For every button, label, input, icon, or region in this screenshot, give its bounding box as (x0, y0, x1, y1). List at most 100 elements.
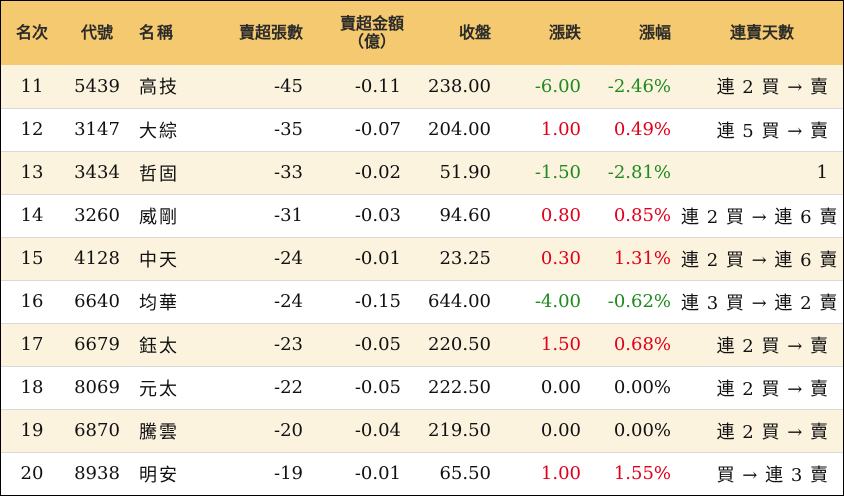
net-sell-lots-cell: -33 (211, 150, 303, 194)
table-row: 11 5439 高技 -45 -0.11 238.00 -6.00 -2.46%… (1, 65, 843, 108)
change-percent-cell: 0.00% (591, 408, 681, 452)
change-percent-cell: 0.00% (591, 365, 681, 409)
stock-name-cell: 大綜 (131, 107, 211, 151)
net-sell-lots-cell: -20 (211, 408, 303, 452)
streak-cell: 買 → 連 3 賣 (681, 451, 843, 495)
net-sell-lots-cell: -31 (211, 193, 303, 237)
price-change-cell: 0.30 (501, 236, 591, 280)
stock-name-cell: 明安 (131, 451, 211, 495)
streak-cell: 連 2 買 → 連 6 賣 (681, 236, 843, 280)
net-sell-amount-cell: -0.02 (303, 150, 411, 194)
price-change-cell: 0.00 (501, 365, 591, 409)
streak-cell: 1 (681, 150, 843, 194)
header-row: 名次 代號 名稱 賣超張數 賣超金額 （億） 收盤 漲跌 漲幅 連賣天數 (1, 1, 843, 65)
table-row: 19 6870 騰雲 -20 -0.04 219.50 0.00 0.00% 連… (1, 408, 843, 452)
table-row: 20 8938 明安 -19 -0.01 65.50 1.00 1.55% 買 … (1, 451, 843, 495)
net-sell-amount-cell: -0.01 (303, 451, 411, 495)
stock-name-cell: 哲固 (131, 150, 211, 194)
table-row: 13 3434 哲固 -33 -0.02 51.90 -1.50 -2.81% … (1, 150, 843, 194)
stock-code-cell: 5439 (74, 75, 120, 97)
table-row: 15 4128 中天 -24 -0.01 23.25 0.30 1.31% 連 … (1, 236, 843, 280)
table-body: 11 5439 高技 -45 -0.11 238.00 -6.00 -2.46%… (1, 65, 843, 495)
stock-code-cell: 4128 (63, 236, 131, 280)
close-price-cell: 219.50 (411, 408, 501, 452)
change-percent-cell: 0.68% (591, 322, 681, 366)
price-change-cell: 1.00 (501, 107, 591, 151)
close-price-cell: 65.50 (411, 451, 501, 495)
stock-name-cell: 鈺太 (131, 322, 211, 366)
rank-cell: 15 (1, 236, 63, 280)
net-sell-amount-cell: -0.07 (303, 107, 411, 151)
net-sell-amount-cell: -0.04 (303, 408, 411, 452)
change-percent-cell: -2.81% (591, 150, 681, 194)
price-change-cell: -1.50 (501, 150, 591, 194)
price-change-cell: -6.00 (534, 75, 581, 97)
price-change-cell: 1.00 (501, 451, 591, 495)
stock-name-cell: 中天 (131, 236, 211, 280)
stock-name-cell: 高技 (139, 77, 179, 99)
stock-name-cell: 騰雲 (131, 408, 211, 452)
close-price-cell: 51.90 (411, 150, 501, 194)
table-row: 18 8069 元太 -22 -0.05 222.50 0.00 0.00% 連… (1, 365, 843, 409)
stock-code-cell: 8938 (63, 451, 131, 495)
streak-cell: 連 5 買 → 賣 (681, 107, 843, 151)
net-sell-lots-cell: -45 (274, 75, 303, 97)
close-price-cell: 238.00 (428, 75, 491, 97)
rank-cell: 17 (1, 322, 63, 366)
rank-cell: 11 (20, 75, 44, 97)
stock-code-cell: 3260 (63, 193, 131, 237)
price-change-cell: 0.80 (501, 193, 591, 237)
net-sell-amount-cell: -0.03 (303, 193, 411, 237)
close-price-cell: 94.60 (411, 193, 501, 237)
change-percent-cell: 1.31% (591, 236, 681, 280)
net-sell-amount-cell: -0.05 (303, 322, 411, 366)
net-sell-lots-cell: -24 (211, 236, 303, 280)
header-code: 代號 (80, 23, 113, 42)
stock-name-cell: 均華 (131, 279, 211, 323)
change-percent-cell: -2.46% (607, 75, 671, 97)
streak-cell: 連 2 買 → 賣 (681, 322, 843, 366)
close-price-cell: 644.00 (411, 279, 501, 323)
streak-cell: 連 2 買 → 賣 (681, 408, 843, 452)
change-percent-cell: -0.62% (591, 279, 681, 323)
price-change-cell: 1.50 (501, 322, 591, 366)
streak-cell: 連 2 買 → 賣 (681, 365, 843, 409)
streak-cell: 連 2 買 → 連 6 賣 (681, 193, 843, 237)
rank-cell: 20 (1, 451, 63, 495)
header-close: 收盤 (458, 23, 491, 42)
table-row: 12 3147 大綜 -35 -0.07 204.00 1.00 0.49% 連… (1, 107, 843, 151)
stock-code-cell: 6679 (63, 322, 131, 366)
table-header: 名次 代號 名稱 賣超張數 賣超金額 （億） 收盤 漲跌 漲幅 連賣天數 (1, 1, 843, 65)
header-change: 漲跌 (548, 23, 581, 42)
net-sell-amount-cell: -0.15 (303, 279, 411, 323)
close-price-cell: 220.50 (411, 322, 501, 366)
table-row: 17 6679 鈺太 -23 -0.05 220.50 1.50 0.68% 連… (1, 322, 843, 366)
stock-code-cell: 3434 (63, 150, 131, 194)
header-net-sell-amount-line1: 賣超金額 (339, 14, 404, 33)
net-sell-lots-cell: -24 (211, 279, 303, 323)
stock-code-cell: 3147 (63, 107, 131, 151)
rank-cell: 18 (1, 365, 63, 409)
change-percent-cell: 1.55% (591, 451, 681, 495)
rank-cell: 13 (1, 150, 63, 194)
header-streak: 連賣天數 (729, 23, 794, 42)
stock-code-cell: 8069 (63, 365, 131, 409)
price-change-cell: -4.00 (501, 279, 591, 323)
change-percent-cell: 0.85% (591, 193, 681, 237)
stock-code-cell: 6870 (63, 408, 131, 452)
rank-cell: 16 (1, 279, 63, 323)
header-net-sell-amount: 賣超金額 （億） (303, 1, 411, 65)
table-row: 16 6640 均華 -24 -0.15 644.00 -4.00 -0.62%… (1, 279, 843, 323)
streak-cell: 連 3 買 → 連 2 賣 (681, 279, 843, 323)
header-net-sell-lots: 賣超張數 (238, 23, 303, 42)
header-name: 名稱 (139, 23, 176, 42)
close-price-cell: 222.50 (411, 365, 501, 409)
rank-cell: 19 (1, 408, 63, 452)
price-change-cell: 0.00 (501, 408, 591, 452)
header-change-pct: 漲幅 (638, 23, 671, 42)
stock-name-cell: 元太 (131, 365, 211, 409)
net-sell-amount-cell: -0.05 (303, 365, 411, 409)
stock-code-cell: 6640 (63, 279, 131, 323)
